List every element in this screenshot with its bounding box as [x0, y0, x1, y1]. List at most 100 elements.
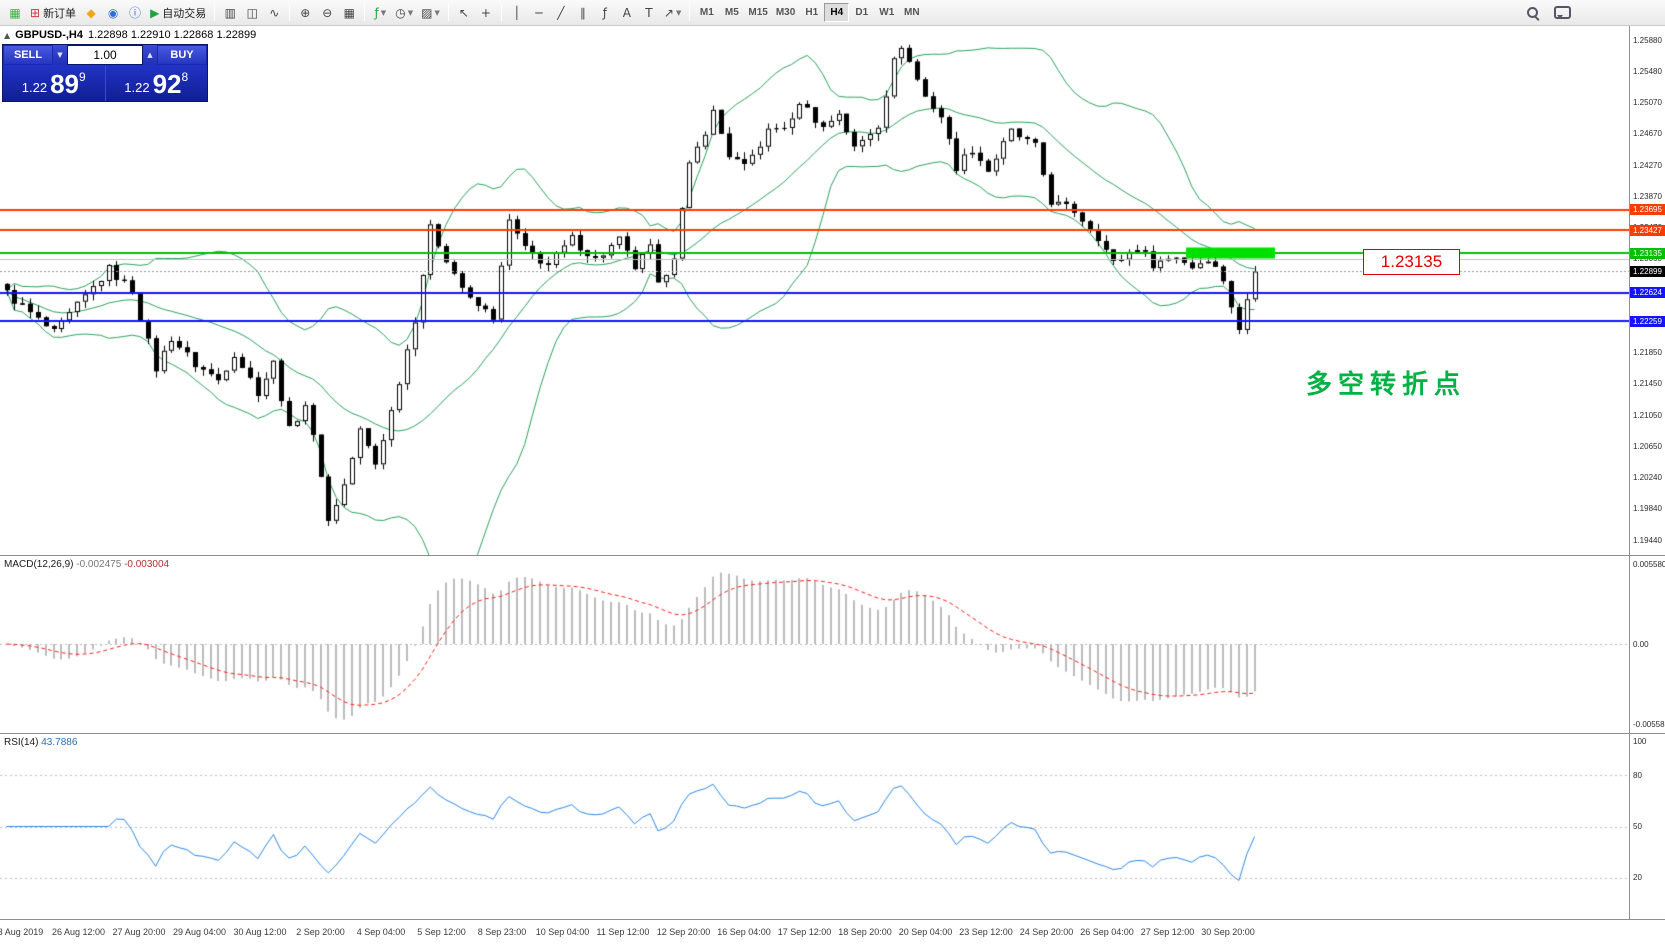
label-button[interactable]: T — [645, 5, 653, 20]
time-label: 27 Sep 12:00 — [1140, 927, 1195, 937]
chart-note-text[interactable]: 多空转折点 — [1306, 369, 1467, 399]
price-tick: 1.19440 — [1633, 535, 1662, 545]
toolbar-right — [1525, 5, 1571, 21]
one-click-trade-panel: SELL ▼ 1.00 ▲ BUY 1.22 89 9 1.22 92 8 — [2, 44, 208, 102]
bid-price-label: 1.22899 — [1630, 265, 1665, 277]
main-chart-panel: 1.25880 1.25480 1.25070 1.24670 1.24270 1.238… — [0, 26, 1665, 555]
panel-separator[interactable] — [0, 733, 1665, 734]
rsi-panel: 100 80 50 20 RSI(14) 43.7886 — [0, 734, 1665, 919]
metaeditor-icon[interactable]: ◆ — [86, 5, 96, 20]
price-axis[interactable]: 1.25880 1.25480 1.25070 1.24670 1.24270 1.238… — [1629, 26, 1665, 555]
price-tick: 1.21050 — [1633, 410, 1662, 420]
volume-input[interactable]: 1.00 — [67, 45, 143, 65]
timeframe-button-m30[interactable]: M30 — [775, 7, 796, 18]
time-label: 23 Aug 2019 — [0, 927, 44, 937]
rsi-tick: 100 — [1633, 736, 1647, 746]
time-label: 2 Sep 20:00 — [296, 927, 345, 937]
toolbar-buttons: ▦ ⊞ 新订单 ◆ ◉ ⓘ ▶ 自动交易 ▥ ◫ ∿ ⊕ ⊖ ▦ ƒ ▼ ◷ ▼ ▨ ▼ ↖ + │ ─ ╱ ∥ ƒ A T ↗ ▼ M1 M5… — [4, 2, 924, 23]
buy-price[interactable]: 1.22 92 8 — [106, 65, 208, 101]
toolbar-separator — [447, 4, 449, 21]
periods-button[interactable]: ◷ ▼ — [395, 5, 414, 20]
time-label: 27 Aug 20:00 — [112, 927, 166, 937]
sell-button[interactable]: SELL — [3, 45, 53, 65]
price-tick: 1.20240 — [1633, 473, 1662, 483]
sell-price[interactable]: 1.22 89 9 — [3, 65, 106, 101]
zoom-in-button[interactable]: ⊕ — [300, 5, 311, 20]
price-tick: 1.23060 — [1633, 254, 1662, 264]
new-order-button[interactable]: ⊞ 新订单 — [30, 5, 77, 20]
price-level-label: 1.22624 — [1630, 287, 1665, 299]
crosshair-button[interactable]: + — [480, 5, 491, 20]
chart-area: 1.25880 1.25480 1.25070 1.24670 1.24270 1.238… — [0, 26, 1665, 951]
horizontal-line-button[interactable]: ─ — [535, 5, 543, 20]
arrows-button[interactable]: ↗ ▼ — [663, 5, 682, 20]
timeframe-button-w1[interactable]: W1 — [879, 7, 895, 18]
time-label: 30 Aug 12:00 — [233, 927, 287, 937]
toolbar-separator — [500, 4, 502, 21]
search-icon[interactable] — [1525, 5, 1541, 21]
trendline-button[interactable]: ╱ — [557, 5, 565, 20]
line-chart-button[interactable]: ∿ — [269, 5, 280, 20]
price-tick: 1.23870 — [1633, 191, 1662, 201]
timeframe-button-d1[interactable]: D1 — [855, 7, 869, 18]
timeframe-button-m15[interactable]: M15 — [748, 7, 768, 18]
price-tick: 1.25480 — [1633, 66, 1662, 76]
info-icon[interactable]: ⓘ — [129, 5, 142, 20]
time-label: 29 Aug 04:00 — [172, 927, 227, 937]
price-level-label: 1.23695 — [1630, 204, 1665, 216]
time-label: 10 Sep 04:00 — [535, 927, 590, 937]
indicators-button[interactable]: ƒ ▼ — [374, 5, 387, 20]
candlestick-button[interactable]: ◫ — [246, 5, 258, 20]
time-label: 5 Sep 12:00 — [417, 927, 466, 937]
autotrading-button[interactable]: ▶ 自动交易 — [150, 5, 207, 20]
text-button[interactable]: A — [622, 5, 632, 20]
sell-price-pips: 89 — [50, 69, 80, 99]
fibonacci-button[interactable]: ƒ — [602, 5, 608, 20]
timeframe-button-h1[interactable]: H1 — [805, 7, 819, 18]
macd-axis[interactable]: 0.005580 0.00 -0.005580 — [1629, 556, 1665, 733]
buy-button[interactable]: BUY — [157, 45, 207, 65]
chart-symbol-period: GBPUSD-,H4 — [15, 29, 83, 41]
panel-separator[interactable] — [0, 555, 1665, 556]
toolbar-separator — [214, 4, 216, 21]
macd-main-value: -0.002475 — [76, 559, 122, 570]
toolbar-separator — [364, 4, 366, 21]
templates-button[interactable]: ▨ ▼ — [421, 5, 440, 20]
charts-icon[interactable]: ◉ — [107, 5, 119, 20]
channel-button[interactable]: ∥ — [579, 5, 586, 20]
toolbar-separator — [289, 4, 291, 21]
bar-chart-button[interactable]: ▥ — [224, 5, 236, 20]
price-tick: 1.19840 — [1633, 504, 1662, 514]
chart-info-line: ▲ GBPUSD-,H4 1.22898 1.22910 1.22868 1.2… — [4, 29, 256, 41]
macd-chart[interactable] — [0, 556, 1629, 733]
price-level-label: 1.23135 — [1630, 247, 1665, 259]
vertical-line-button[interactable]: │ — [513, 5, 521, 20]
timeframe-button-m1[interactable]: M1 — [699, 7, 714, 18]
new-chart-icon[interactable]: ▦ — [9, 5, 21, 20]
timeframe-button-m5[interactable]: M5 — [724, 7, 739, 18]
volume-decrease-button[interactable]: ▼ — [53, 45, 67, 65]
time-axis[interactable]: 23 Aug 2019 26 Aug 12:00 27 Aug 20:00 29 Au… — [0, 920, 1665, 951]
cursor-button[interactable]: ↖ — [458, 5, 469, 20]
zoom-out-button[interactable]: ⊖ — [322, 5, 333, 20]
panel-separator[interactable] — [0, 919, 1665, 920]
price-tick: 1.21850 — [1633, 348, 1662, 358]
timeframe-button-mn[interactable]: MN — [903, 7, 920, 18]
timeframe-button-h4[interactable]: H4 — [824, 3, 850, 22]
price-tick: 1.24270 — [1633, 160, 1662, 170]
trade-panel-collapse-icon[interactable]: ▲ — [4, 30, 11, 40]
macd-signal-value: -0.003004 — [124, 559, 170, 570]
macd-tick: 0.005580 — [1633, 560, 1665, 569]
rsi-axis[interactable]: 100 80 50 20 — [1629, 734, 1665, 919]
macd-label: MACD(12,26,9) -0.002475 -0.003004 — [4, 559, 169, 570]
chat-icon[interactable] — [1553, 5, 1571, 20]
main-chart[interactable] — [0, 26, 1629, 555]
rsi-chart[interactable] — [0, 734, 1629, 919]
rsi-label: RSI(14) 43.7886 — [4, 737, 77, 748]
tile-windows-button[interactable]: ▦ — [343, 5, 355, 20]
price-level-callout[interactable]: 1.23135 — [1363, 249, 1460, 275]
volume-increase-button[interactable]: ▲ — [143, 45, 157, 65]
time-label: 4 Sep 04:00 — [356, 927, 406, 937]
time-label: 23 Sep 12:00 — [959, 927, 1013, 937]
